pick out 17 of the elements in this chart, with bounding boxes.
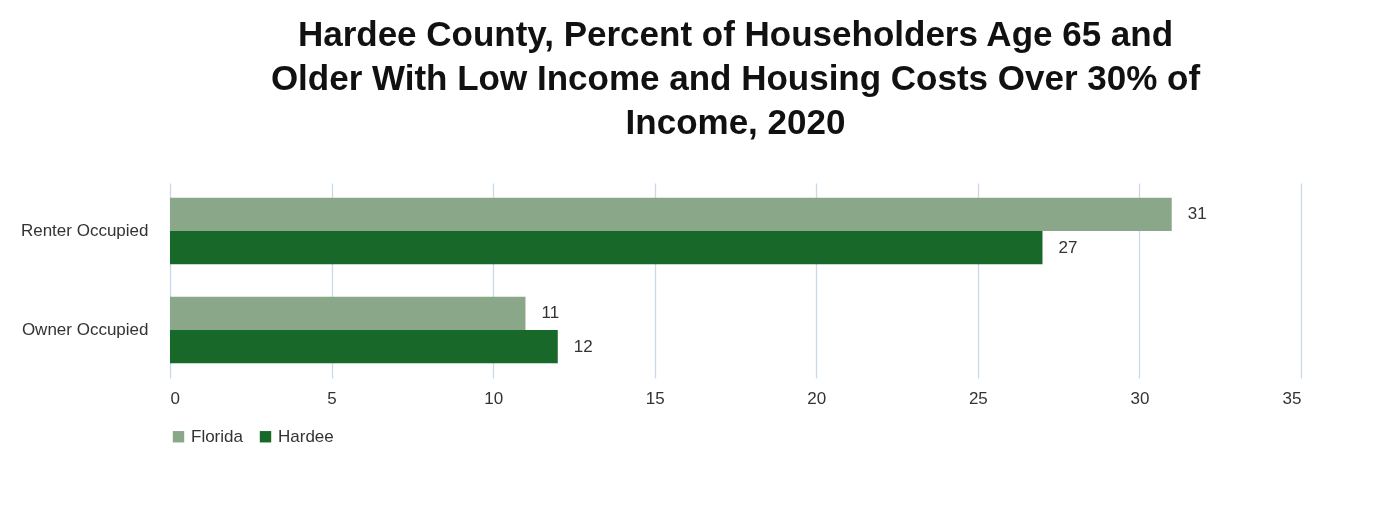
x-tick-label: 5 <box>327 388 337 408</box>
chart-title: Hardee County, Percent of Householders Age 65 and Older With Low Income and Housing Costs Over 30% of Income, 2020 <box>270 14 1201 141</box>
legend-label: Florida <box>191 426 244 446</box>
data-label: 31 <box>1187 204 1207 224</box>
x-tick-label: 10 <box>484 388 504 408</box>
x-tick-label: 30 <box>1130 388 1150 408</box>
x-tick-label: 15 <box>645 388 665 408</box>
x-tick-label: 0 <box>170 388 180 408</box>
data-label: 11 <box>541 303 560 323</box>
x-tick-label: 20 <box>807 388 827 408</box>
x-tick-label: 25 <box>968 388 988 408</box>
y-tick-label: Owner Occupied <box>21 319 149 339</box>
y-tick-label: Renter Occupied <box>20 221 149 241</box>
x-tick-label: 35 <box>1282 388 1302 408</box>
data-label: 27 <box>1058 237 1078 257</box>
legend-label: Hardee <box>278 426 334 446</box>
data-label: 12 <box>573 336 593 356</box>
